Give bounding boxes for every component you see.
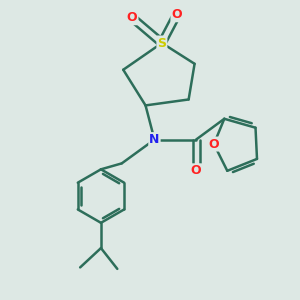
Text: S: S	[158, 37, 166, 50]
Text: O: O	[127, 11, 137, 24]
Text: N: N	[149, 133, 160, 146]
Text: O: O	[171, 8, 182, 21]
Text: O: O	[191, 164, 201, 177]
Text: O: O	[208, 138, 219, 151]
